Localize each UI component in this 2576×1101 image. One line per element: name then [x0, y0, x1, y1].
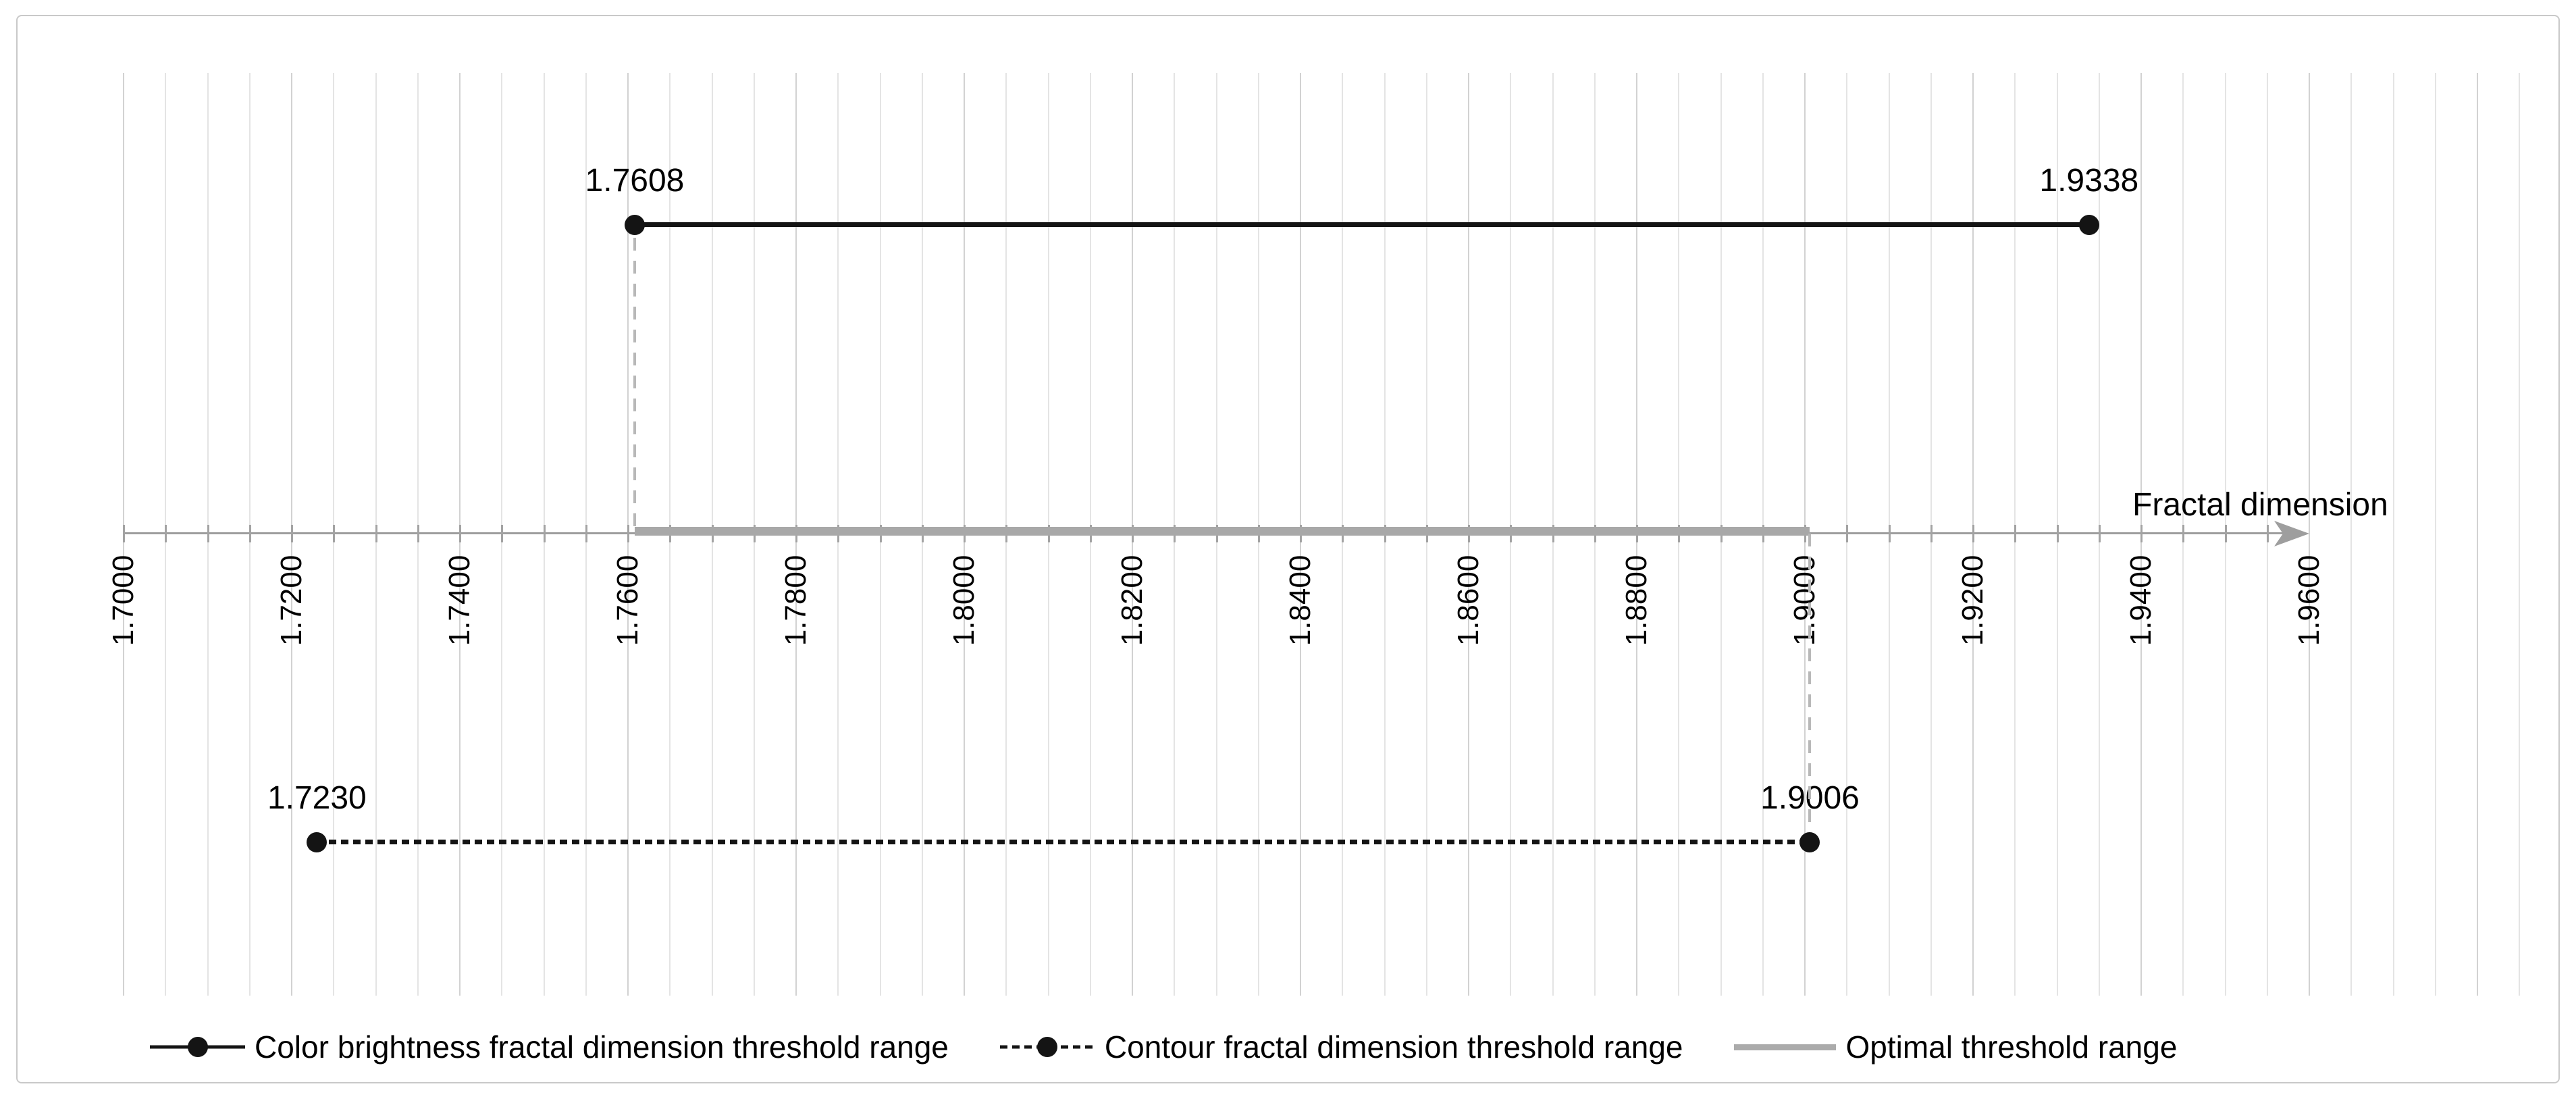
endpoint-value-label: 1.7230	[267, 780, 367, 816]
x-axis-tick	[2014, 525, 2017, 542]
x-axis-title: Fractal dimension	[2132, 487, 2388, 523]
x-axis-tick	[2140, 525, 2143, 542]
axis-arrowhead-icon	[2274, 521, 2309, 550]
optimal-bound-connector	[1808, 534, 1812, 829]
legend: Color brightness fractal dimension thres…	[150, 1029, 2177, 1065]
thick-gray-line-swatch	[1734, 1044, 1837, 1050]
x-axis-tick	[2224, 525, 2227, 542]
x-axis-tick	[375, 525, 377, 542]
contour-range-line	[317, 840, 1810, 844]
range-endpoint-marker	[2078, 215, 2099, 235]
range-endpoint-marker	[307, 832, 327, 852]
range-endpoint-marker	[1799, 832, 1820, 852]
x-axis-tick	[1846, 525, 1849, 542]
x-axis-tick	[333, 525, 336, 542]
optimal-range-bar	[634, 527, 1810, 536]
x-axis-tick	[2098, 525, 2101, 542]
x-axis-tick	[501, 525, 504, 542]
solid-line-with-dot-swatch	[150, 1036, 245, 1058]
x-axis-tick	[2182, 525, 2185, 542]
x-axis-tick	[543, 525, 546, 542]
figure-border	[16, 15, 2560, 1083]
major-gridline	[2309, 73, 2310, 996]
minor-gridline	[2350, 73, 2352, 996]
legend-label-optimal: Optimal threshold range	[1845, 1029, 2178, 1065]
legend-item-contour: Contour fractal dimension threshold rang…	[999, 1029, 1683, 1065]
x-axis-tick	[1972, 525, 1974, 542]
x-axis-tick	[459, 525, 461, 542]
x-axis-tick	[165, 525, 167, 542]
x-axis-tick	[1888, 525, 1891, 542]
endpoint-value-label: 1.7608	[585, 163, 685, 199]
color-brightness-range-line	[634, 222, 2089, 227]
x-axis-tick	[1930, 525, 1933, 542]
dashed-line-swatch-dot	[1037, 1037, 1058, 1057]
solid-line-swatch-dot	[187, 1037, 208, 1057]
minor-gridline	[2434, 73, 2436, 996]
x-axis-tick	[291, 525, 293, 542]
x-axis-tick	[2266, 525, 2269, 542]
legend-label-contour: Contour fractal dimension threshold rang…	[1104, 1029, 1683, 1065]
x-axis-tick	[585, 525, 587, 542]
legend-item-color-brightness: Color brightness fractal dimension thres…	[150, 1029, 949, 1065]
legend-label-color-brightness: Color brightness fractal dimension thres…	[255, 1029, 949, 1065]
dashed-line-with-dot-swatch	[999, 1036, 1095, 1058]
x-axis-tick	[248, 525, 251, 542]
major-gridline	[2477, 73, 2478, 996]
x-axis-tick	[2056, 525, 2059, 542]
endpoint-value-label: 1.9338	[2039, 163, 2139, 199]
minor-gridline	[2392, 73, 2394, 996]
x-axis-tick	[417, 525, 419, 542]
minor-gridline	[2519, 73, 2521, 996]
legend-item-optimal: Optimal threshold range	[1734, 1029, 2177, 1065]
range-endpoint-marker	[624, 215, 645, 235]
x-axis-tick	[207, 525, 209, 542]
x-axis-tick	[123, 525, 125, 542]
x-axis-tick	[627, 525, 629, 542]
optimal-bound-connector	[633, 238, 636, 534]
